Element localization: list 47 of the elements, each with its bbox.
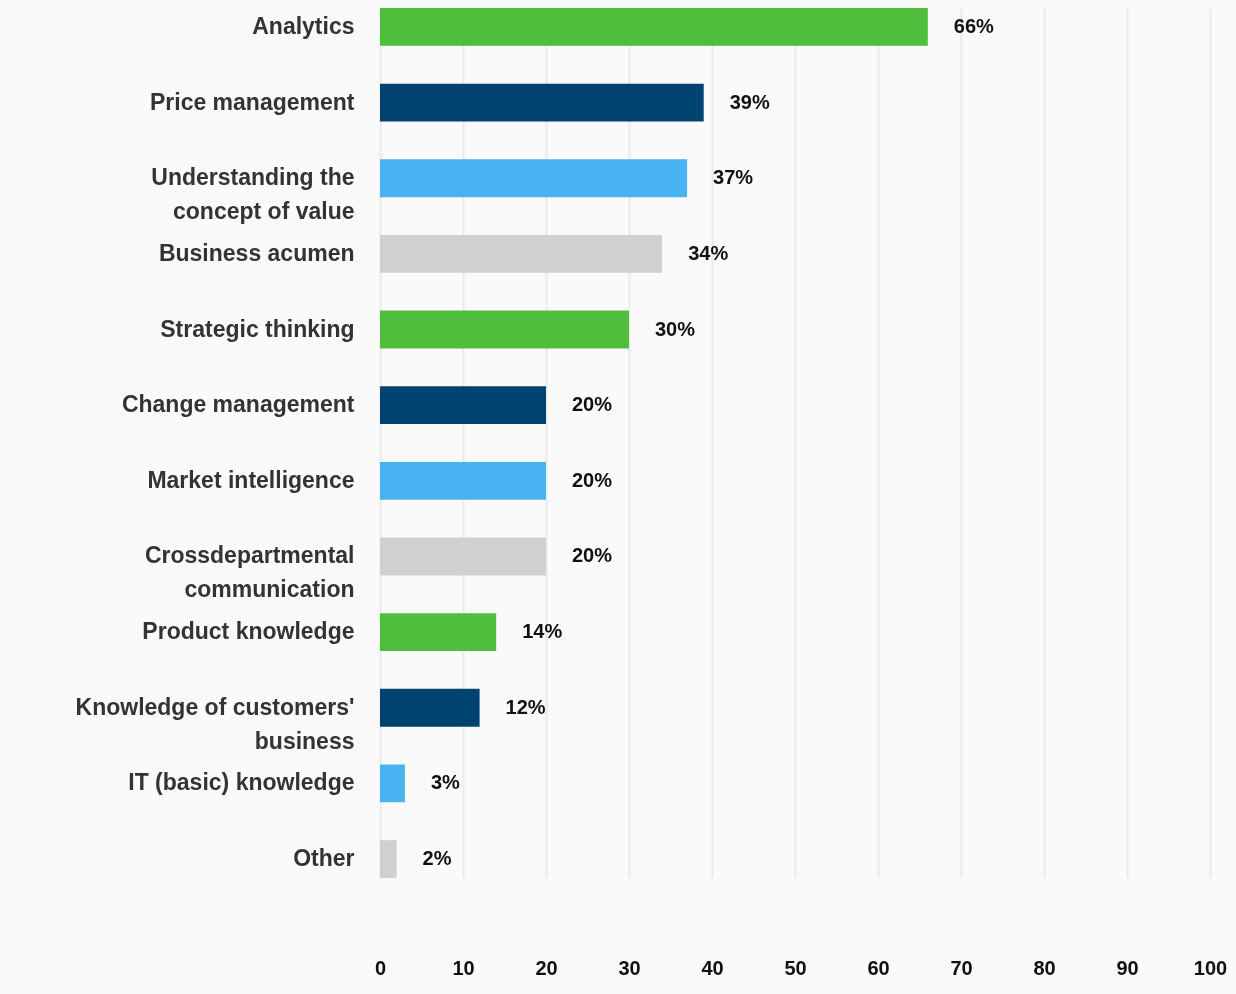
data-label: 2% <box>422 847 452 870</box>
x-tick-label: 70 <box>950 956 973 979</box>
data-label: 12% <box>505 695 546 718</box>
data-label: 30% <box>655 317 696 340</box>
y-tick-label: Strategic thinking <box>160 315 355 342</box>
x-tick-label: 10 <box>452 956 475 979</box>
bar <box>380 159 688 198</box>
data-label: 66% <box>953 14 995 37</box>
x-tick-label: 30 <box>618 956 641 979</box>
bar <box>380 613 497 652</box>
y-tick-label: Product knowledge <box>142 618 355 645</box>
bar <box>380 688 480 727</box>
bar <box>380 537 546 576</box>
y-tick-label: Change management <box>121 391 355 418</box>
y-tick-label: Knowledge of customers' business <box>75 693 355 754</box>
y-tick-label: Price management <box>149 88 355 115</box>
bar <box>380 8 928 46</box>
y-tick-label: Crossdepartmental communication <box>144 542 355 603</box>
data-label: 37% <box>713 166 754 189</box>
x-tick-label: 90 <box>1116 956 1139 979</box>
x-tick-label: 40 <box>701 956 724 979</box>
data-label: 3% <box>430 771 461 794</box>
x-tick-label: 80 <box>1033 956 1056 979</box>
y-tick-label: Understanding the concept of value <box>151 164 355 225</box>
y-tick-label: Analytics <box>252 12 355 39</box>
data-label: 34% <box>688 241 729 264</box>
y-tick-label: IT (basic) knowledge <box>128 769 355 796</box>
bar <box>380 83 704 122</box>
y-tick-label: Business acumen <box>158 239 355 266</box>
bar <box>380 461 546 500</box>
data-label: 20% <box>572 393 613 416</box>
y-tick-label: Market intelligence <box>147 466 355 493</box>
x-tick-label: 60 <box>867 956 890 979</box>
bar <box>380 764 405 803</box>
x-tick-label: 20 <box>535 956 558 979</box>
data-label: 39% <box>729 90 770 113</box>
y-tick-label: Other <box>293 845 355 872</box>
data-label: 20% <box>572 544 613 567</box>
data-label: 14% <box>522 620 563 643</box>
bar <box>380 840 397 878</box>
bar <box>380 234 663 273</box>
bar <box>380 386 546 425</box>
x-tick-label: 50 <box>784 956 807 979</box>
bar <box>380 310 629 349</box>
x-tick-label: 0 <box>374 956 387 979</box>
x-tick-label: 100 <box>1193 956 1228 979</box>
data-label: 20% <box>572 468 613 491</box>
